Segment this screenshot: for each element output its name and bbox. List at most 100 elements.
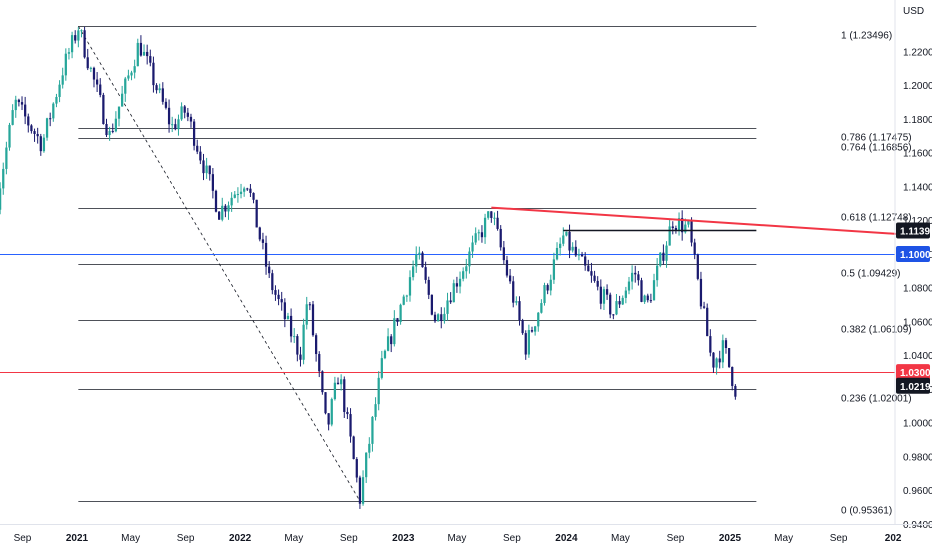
candle-body [95,79,99,85]
fib-level-label: 0.5 (1.09429) [841,269,901,280]
candle-body [158,88,161,91]
candle-body [83,30,86,58]
candle-body [646,295,649,301]
candle-body [296,336,299,355]
trendlines[interactable] [491,206,908,236]
time-axis[interactable]: Sep 2021 May Sep 2022 May Sep 2023 May Sep 2024 May… [0,524,932,545]
candle-body [709,336,712,353]
candle-body [386,336,390,351]
candle-body [252,192,255,200]
candle-body [681,218,684,233]
y-tick-label: 1.16000 [903,149,932,160]
candle-body [221,205,224,220]
price-badge-label: 1.03000 [900,368,932,379]
candle-body [562,235,565,244]
candle-body [371,416,374,444]
candle-body [330,399,333,425]
candle-body [167,107,171,125]
candle-body [42,137,46,152]
candle-body [396,318,399,322]
candle-body [368,443,371,453]
fib-retracement[interactable]: 1 (1.23496) 0.786 (1.17475)0.764 (1.16856… [77,26,912,517]
candle-body [146,51,149,57]
price-badge-label: 1.02192 [900,382,932,393]
candle-body [377,377,380,405]
fib-level-label: 0.618 (1.12748) [841,213,912,224]
candle-body [293,336,296,338]
y-tick-label: 1.12000 [903,216,932,227]
y-tick-label: 1.18000 [903,115,932,126]
fib-level-label: 0.236 (1.02001) [841,394,912,405]
candle-body [365,452,368,478]
candle-body [596,280,599,287]
candle-body [552,259,556,280]
candle-body [662,252,665,261]
candle-body [512,281,515,303]
candle-body [427,279,430,295]
candle-body [236,194,240,196]
candle-body [340,379,343,385]
candle-body [161,88,164,102]
candle-body [246,188,249,190]
fib-level-label: 0.764 (1.16856) [841,143,912,154]
candle-body [205,165,208,174]
candle-body [67,52,71,54]
candle-body [142,51,146,56]
candle-body [99,84,102,95]
candle-body [612,314,615,316]
candle-body [727,348,731,367]
y-tick-label: 1.04000 [903,351,932,362]
price-badge-label: 1.11395 [900,226,932,237]
candle-body [411,266,415,278]
candle-body [437,314,440,322]
drawing-lines[interactable] [0,254,895,373]
candle-body [74,35,77,41]
y-tick-label: 1.08000 [903,284,932,295]
candle-body [105,123,108,136]
candle-body [2,168,5,189]
candle-body [286,315,290,320]
candle-body [690,220,693,243]
candle-body [693,242,696,255]
candle-body [80,30,83,32]
candle-body [202,160,205,174]
candle-body [399,304,402,322]
candle-body [555,247,559,260]
candle-body [199,151,202,161]
price-axis[interactable]: USD 1.22000 1.20000 1.18000 1.16000 1.14000 1… [894,0,932,531]
candle-body [327,413,330,425]
candle-body [559,243,562,248]
candle-body [587,265,590,272]
candle-body [152,62,155,86]
candle-body [358,477,362,504]
candle-body [605,289,609,295]
candle-body [108,130,111,136]
candle-body [671,226,674,229]
candle-body [349,414,352,437]
candle-body [493,217,496,219]
candle-body [171,124,174,126]
x-tick-label: Sep [667,533,685,544]
candle-body [268,266,271,274]
candle-body [712,352,715,368]
candle-body [649,300,653,302]
candle-body [177,119,180,130]
candle-body [577,254,581,256]
candle-body [502,247,505,261]
candle-body [518,301,521,321]
candle-body [477,232,480,234]
candle-body [540,303,543,313]
candle-body [724,340,728,349]
candle-body [192,121,196,146]
candle-body [480,232,484,238]
red-trendline [491,206,908,236]
candle-body [49,118,52,120]
y-tick-label: 1.22000 [903,47,932,58]
candle-body [274,290,277,295]
candle-body [374,404,377,417]
candle-body [715,358,718,368]
candle-body [590,271,593,276]
